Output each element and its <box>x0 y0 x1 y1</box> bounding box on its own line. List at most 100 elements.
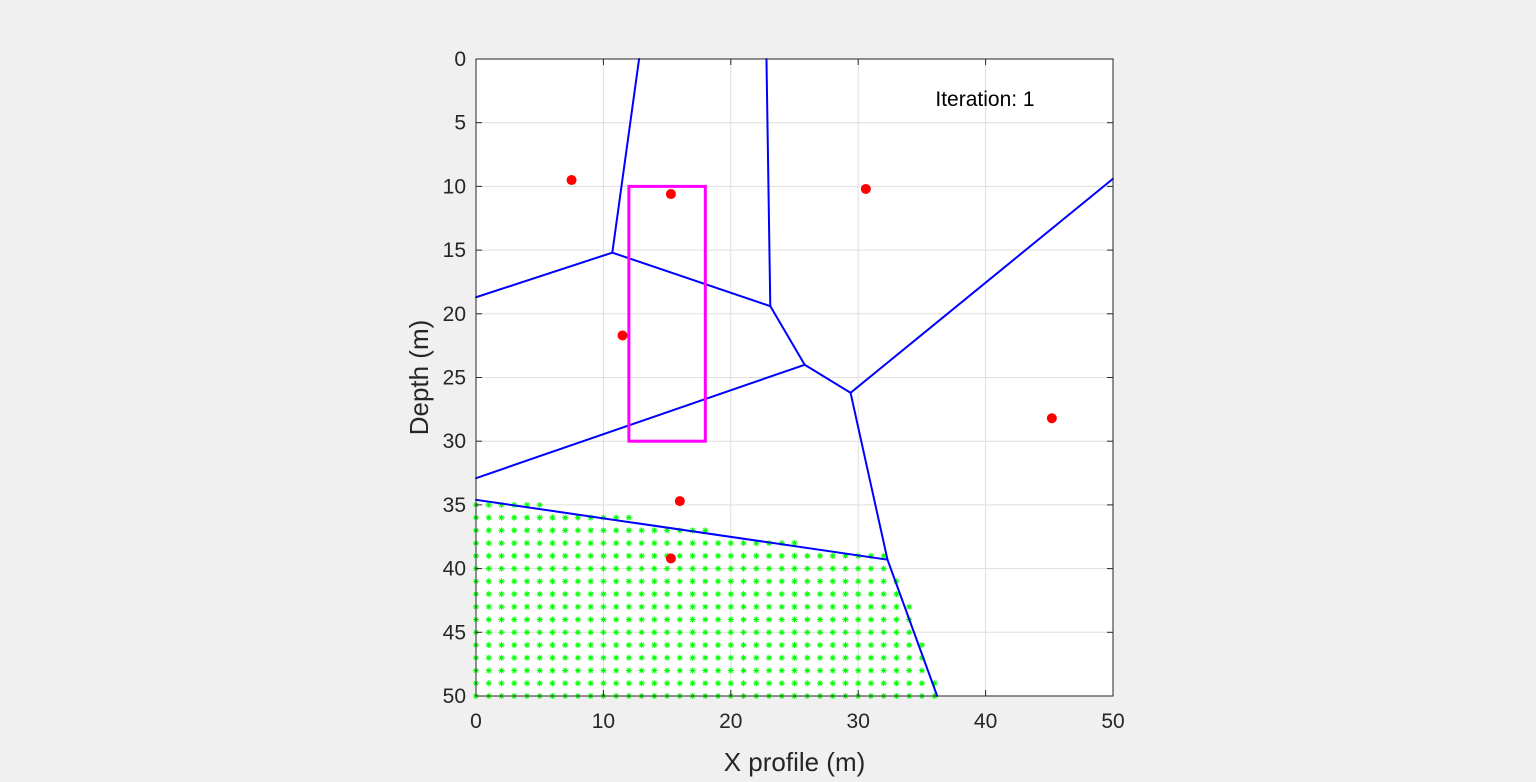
grid-marker-186 <box>625 514 632 521</box>
voronoi-edge-5 <box>475 363 806 480</box>
grid-marker-158 <box>600 540 607 547</box>
grid-marker-165 <box>600 629 607 636</box>
grid-marker-307 <box>727 654 734 661</box>
grid-marker-326 <box>753 565 760 572</box>
grid-marker-240 <box>664 667 671 674</box>
y-tick-label-0: 0 <box>454 48 466 71</box>
grid-marker-363 <box>791 540 798 547</box>
grid-marker-168 <box>600 667 607 674</box>
grid-marker-304 <box>727 616 734 623</box>
grid-marker-278 <box>702 616 709 623</box>
grid-marker-288 <box>715 578 722 585</box>
grid-marker-24 <box>485 603 492 610</box>
grid-marker-130 <box>574 565 581 572</box>
grid-marker-56 <box>511 603 518 610</box>
grid-marker-28 <box>485 654 492 661</box>
grid-marker-40 <box>498 603 505 610</box>
voronoi-edge-8 <box>849 391 889 561</box>
grid-marker-37 <box>498 565 505 572</box>
grid-marker-340 <box>766 578 773 585</box>
grid-marker-80 <box>536 501 543 508</box>
grid-marker-46 <box>498 680 505 687</box>
grid-marker-209 <box>638 629 645 636</box>
y-tick-label-9: 45 <box>443 621 466 644</box>
grid-marker-395 <box>816 642 823 649</box>
grid-marker-174 <box>613 552 620 559</box>
voronoi-edge-2 <box>475 251 614 299</box>
grid-marker-474 <box>906 654 913 661</box>
x-tick-label-1: 10 <box>592 710 615 733</box>
grid-marker-163 <box>600 603 607 610</box>
grid-marker-263 <box>689 603 696 610</box>
y-axis-label: Depth (m) <box>404 320 434 436</box>
grid-marker-318 <box>740 629 747 636</box>
grid-marker-189 <box>625 552 632 559</box>
grid-marker-361 <box>778 680 785 687</box>
grid-marker-173 <box>613 540 620 547</box>
grid-marker-437 <box>867 565 874 572</box>
grid-marker-98 <box>549 540 556 547</box>
grid-marker-183 <box>613 667 620 674</box>
grid-marker-117 <box>562 591 569 598</box>
grid-marker-352 <box>778 565 785 572</box>
grid-marker-33 <box>498 514 505 521</box>
grid-marker-112 <box>562 527 569 534</box>
grid-marker-16 <box>485 501 492 508</box>
grid-marker-259 <box>689 552 696 559</box>
grid-marker-145 <box>587 565 594 572</box>
grid-marker-248 <box>676 591 683 598</box>
y-tick-label-6: 30 <box>443 430 466 453</box>
iteration-annotation: Iteration: 1 <box>935 88 1034 111</box>
grid-marker-44 <box>498 654 505 661</box>
grid-marker-429 <box>855 616 862 623</box>
grid-marker-120 <box>562 629 569 636</box>
grid-marker-300 <box>727 565 734 572</box>
grid-marker-123 <box>562 667 569 674</box>
grid-marker-101 <box>549 578 556 585</box>
grid-marker-291 <box>715 616 722 623</box>
grid-marker-78 <box>523 680 530 687</box>
grid-marker-401 <box>829 565 836 572</box>
grid-marker-338 <box>766 552 773 559</box>
grid-marker-220 <box>651 591 658 598</box>
grid-marker-262 <box>689 591 696 598</box>
grid-marker-378 <box>804 578 811 585</box>
data-point-1 <box>665 189 676 200</box>
grid-marker-131 <box>574 578 581 585</box>
grid-marker-348 <box>766 680 773 687</box>
x-tick-label-3: 30 <box>847 710 870 733</box>
grid-marker-83 <box>536 540 543 547</box>
grid-marker-283 <box>702 680 709 687</box>
grid-marker-298 <box>727 540 734 547</box>
grid-marker-303 <box>727 603 734 610</box>
grid-marker-225 <box>651 654 658 661</box>
grid-marker-179 <box>613 616 620 623</box>
grid-marker-116 <box>562 578 569 585</box>
highlight-region-markers <box>473 501 938 699</box>
grid-marker-66 <box>523 527 530 534</box>
grid-marker-34 <box>498 527 505 534</box>
grid-marker-167 <box>600 654 607 661</box>
grid-marker-146 <box>587 578 594 585</box>
grid-marker-203 <box>638 552 645 559</box>
grid-marker-76 <box>523 654 530 661</box>
data-point-6 <box>665 553 676 564</box>
grid-marker-355 <box>778 603 785 610</box>
grid-marker-136 <box>574 642 581 649</box>
grid-marker-38 <box>498 578 505 585</box>
voronoi-edge-6 <box>803 363 852 394</box>
grid-marker-285 <box>715 540 722 547</box>
grid-marker-453 <box>880 616 887 623</box>
grid-marker-166 <box>600 642 607 649</box>
grid-marker-255 <box>676 680 683 687</box>
grid-marker-273 <box>702 552 709 559</box>
grid-marker-357 <box>778 629 785 636</box>
y-tick-label-10: 50 <box>443 685 466 708</box>
grid-marker-296 <box>715 680 722 687</box>
voronoi-edge-1 <box>765 58 772 308</box>
grid-marker-92 <box>536 654 543 661</box>
grid-marker-85 <box>536 565 543 572</box>
grid-marker-234 <box>664 591 671 598</box>
grid-marker-250 <box>676 616 683 623</box>
grid-marker-332 <box>753 642 760 649</box>
